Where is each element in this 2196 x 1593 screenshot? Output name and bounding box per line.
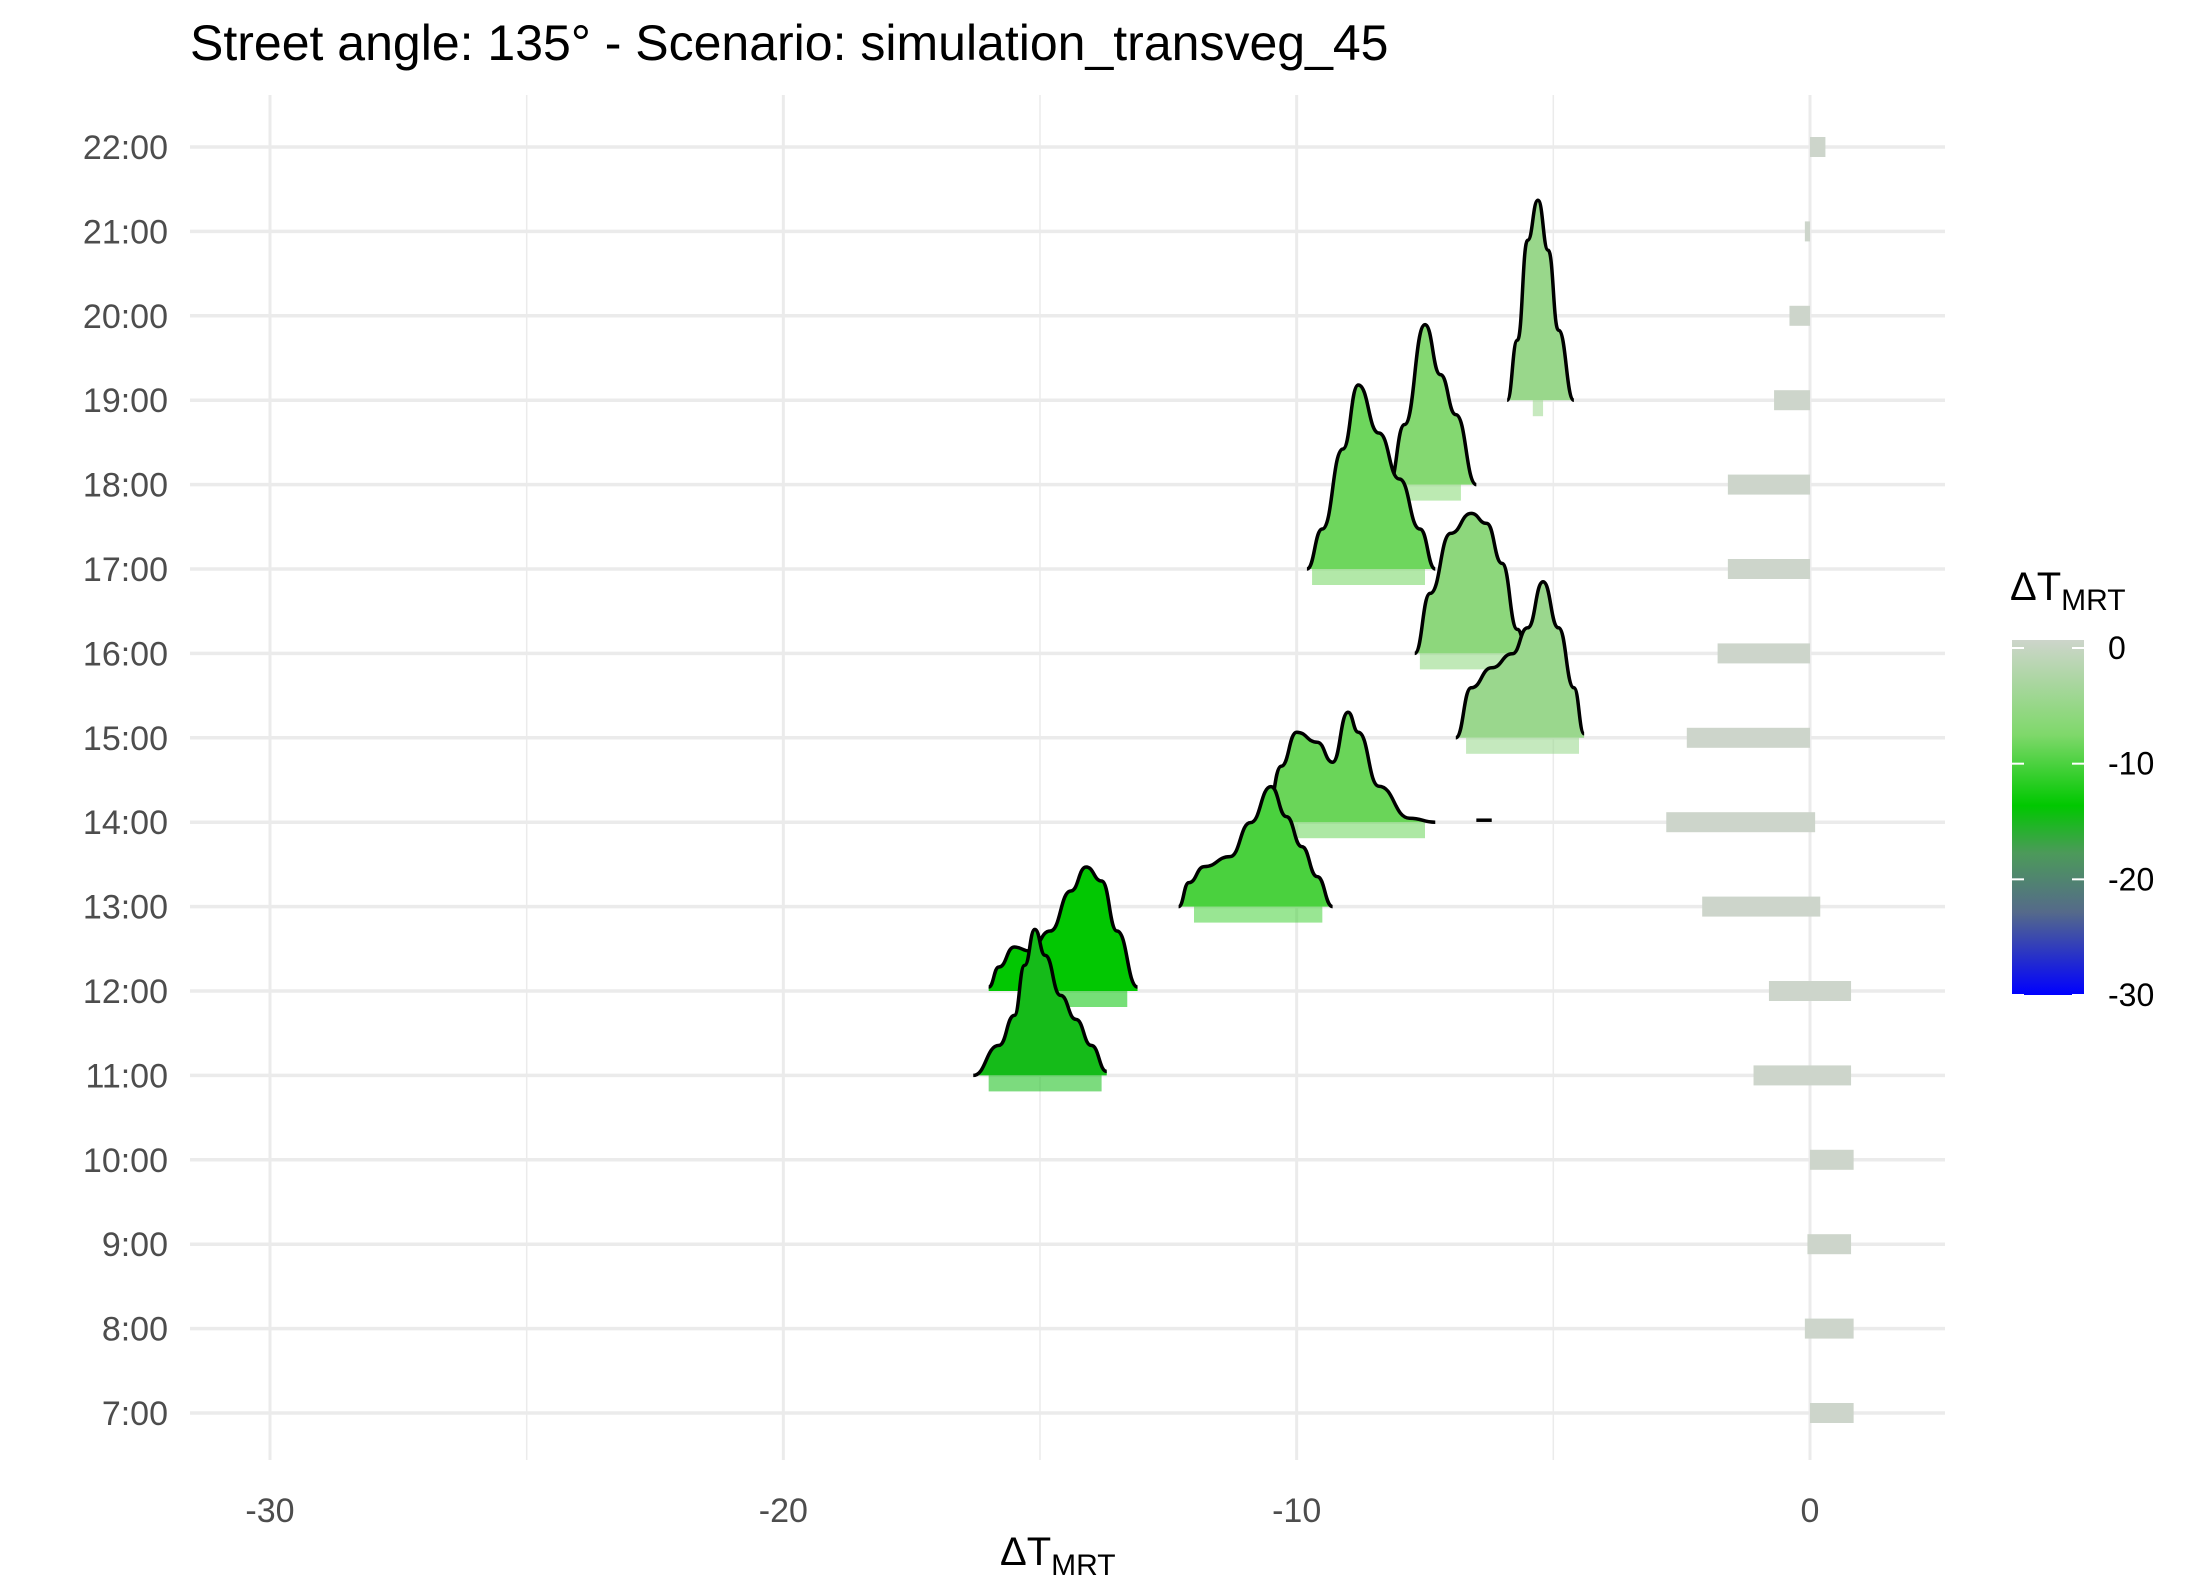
density-ridge-outline bbox=[1413, 511, 1529, 656]
rug-density-band bbox=[1194, 906, 1323, 923]
density-ridge-fill bbox=[1389, 324, 1477, 485]
density-ridge-fill bbox=[1507, 200, 1574, 401]
density-ridge-outline bbox=[1177, 784, 1334, 909]
y-tick-label: 13:00 bbox=[83, 889, 168, 927]
x-axis-title-subscript: MRT bbox=[1051, 1549, 1115, 1582]
density-ridge-fill bbox=[1455, 581, 1585, 738]
density-ridge-fill bbox=[1265, 712, 1436, 823]
density-ridges bbox=[972, 198, 1586, 1078]
rug-density-band bbox=[1271, 822, 1425, 839]
legend-title-subscript: MRT bbox=[2061, 584, 2125, 617]
rug-band bbox=[1727, 559, 1810, 579]
rug-band bbox=[1702, 896, 1821, 917]
y-tick-label: 16:00 bbox=[83, 635, 168, 673]
density-ridge-fill bbox=[1414, 513, 1528, 654]
y-tick-label: 12:00 bbox=[83, 973, 168, 1011]
y-tick-label: 7:00 bbox=[102, 1395, 168, 1433]
rug-density-band bbox=[988, 1075, 1102, 1092]
rug-band bbox=[1804, 221, 1810, 242]
x-tick-label: -10 bbox=[1272, 1492, 1321, 1530]
density-ridge-outline bbox=[972, 927, 1108, 1078]
legend-tick-label: -20 bbox=[2108, 861, 2154, 897]
y-tick-label: 8:00 bbox=[102, 1311, 168, 1349]
rug-band bbox=[1768, 981, 1852, 1001]
density-ridge-outline bbox=[987, 865, 1139, 989]
rug-band bbox=[1810, 1403, 1854, 1423]
rug-band bbox=[1804, 1318, 1854, 1339]
density-ridge-fill bbox=[1178, 786, 1333, 907]
legend-ticks: 0 -10 -20 -30 bbox=[2012, 630, 2154, 1013]
legend-tick-label: -30 bbox=[2108, 977, 2154, 1013]
y-tick-label: 20:00 bbox=[83, 298, 168, 336]
x-axis-title-base: ΔT bbox=[1000, 1530, 1051, 1574]
rug-density-band bbox=[1312, 569, 1425, 585]
density-ridge-outline bbox=[1387, 322, 1478, 487]
density-ridge-outline bbox=[1454, 580, 1586, 740]
rug-marks bbox=[988, 137, 1854, 1423]
x-tick-label: -30 bbox=[245, 1492, 294, 1530]
y-tick-label: 9:00 bbox=[102, 1226, 168, 1264]
legend-title: ΔTMRT bbox=[2010, 565, 2126, 617]
legend-tick-label: -10 bbox=[2108, 746, 2154, 782]
rug-band bbox=[1666, 812, 1816, 833]
legend-title-base: ΔT bbox=[2010, 565, 2061, 609]
rug-band bbox=[1686, 727, 1810, 748]
y-tick-label: 21:00 bbox=[83, 213, 168, 251]
rug-band bbox=[1753, 1065, 1852, 1086]
color-legend: ΔTMRT 0 -10 -20 -30 bbox=[2010, 565, 2154, 1013]
y-tick-label: 19:00 bbox=[83, 382, 168, 420]
y-tick-label: 10:00 bbox=[83, 1142, 168, 1180]
x-tick-label: 0 bbox=[1801, 1492, 1820, 1530]
legend-colorbar bbox=[2012, 640, 2084, 995]
rug-band bbox=[1727, 474, 1810, 495]
rug-density-band bbox=[1466, 737, 1579, 754]
grid-lines bbox=[190, 95, 1945, 1460]
y-tick-label: 18:00 bbox=[83, 467, 168, 505]
legend-tick-label: 0 bbox=[2108, 630, 2126, 666]
rug-band bbox=[1810, 137, 1826, 157]
chart-title: Street angle: 135° - Scenario: simulatio… bbox=[190, 15, 1389, 71]
x-tick-label: -20 bbox=[759, 1492, 808, 1530]
rug-band bbox=[1810, 1149, 1854, 1170]
y-tick-label: 17:00 bbox=[83, 551, 168, 589]
x-axis-title: ΔTMRT bbox=[1000, 1530, 1116, 1582]
y-axis-tick-labels: 7:00 8:00 9:00 10:00 11:00 12:00 13:00 14:00 15:… bbox=[83, 129, 168, 1433]
y-tick-label: 22:00 bbox=[83, 129, 168, 167]
rug-band bbox=[1789, 305, 1810, 326]
density-ridge-outline bbox=[1305, 383, 1437, 571]
y-tick-label: 15:00 bbox=[83, 720, 168, 758]
density-ridge-fill bbox=[1306, 385, 1436, 569]
rug-density-band bbox=[1399, 484, 1461, 501]
y-tick-label: 14:00 bbox=[83, 804, 168, 842]
rug-band bbox=[1807, 1234, 1852, 1255]
rug-band bbox=[1717, 643, 1810, 664]
density-ridge-outline bbox=[1505, 198, 1576, 402]
density-ridge-fill bbox=[973, 929, 1107, 1076]
y-tick-label: 11:00 bbox=[85, 1057, 168, 1095]
x-axis-tick-labels: -30 -20 -10 0 bbox=[245, 1492, 1819, 1530]
rug-density-band bbox=[1532, 400, 1544, 417]
rug-band bbox=[1774, 390, 1810, 411]
density-ridge-outline bbox=[1264, 710, 1436, 824]
